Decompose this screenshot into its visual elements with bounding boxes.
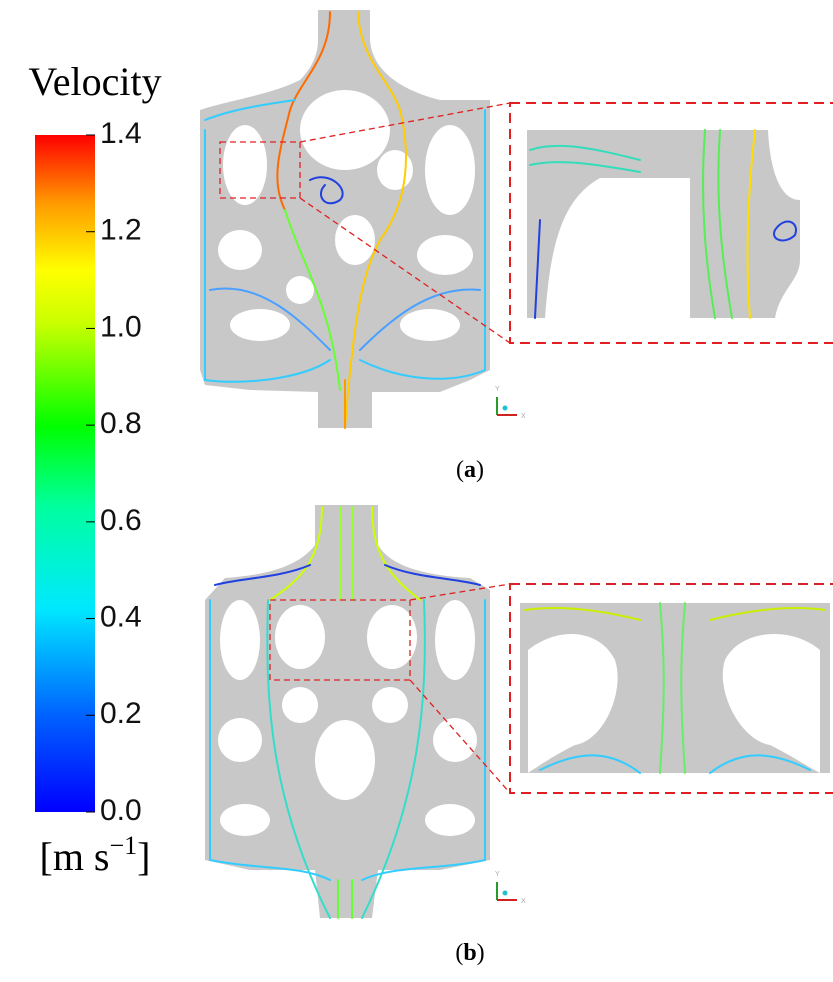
panel-a: YX (a) <box>200 10 833 483</box>
axis-label: Y <box>495 386 500 393</box>
hole <box>275 605 325 669</box>
hole <box>286 276 314 304</box>
tick-label: 1.4 <box>100 117 142 150</box>
hole <box>372 687 408 723</box>
colorbar <box>35 135 95 812</box>
hole <box>433 718 477 762</box>
unit-sup: −1 <box>110 831 138 860</box>
z-axis-dot <box>503 406 508 411</box>
tick-label: 1.2 <box>100 214 142 247</box>
unit-label: [m s−1] <box>40 831 151 879</box>
hole <box>435 600 475 680</box>
hole <box>400 309 460 341</box>
tick-label: 0.4 <box>100 600 142 633</box>
paren: ( <box>455 940 463 966</box>
hole <box>377 150 413 190</box>
tick-label: 0.8 <box>100 407 142 440</box>
tick-label: 0.6 <box>100 504 142 537</box>
tick-label: 0.0 <box>100 794 142 827</box>
hole <box>218 230 262 270</box>
colorbar-title: Velocity <box>28 59 161 104</box>
paren: ) <box>476 457 484 483</box>
z-axis-dot <box>503 891 508 896</box>
paren: ( <box>456 457 464 483</box>
hole <box>300 90 390 170</box>
hole <box>220 600 260 680</box>
hole <box>220 804 270 836</box>
tick-label: 1.0 <box>100 310 142 343</box>
axis-label: X <box>521 898 526 905</box>
hole <box>218 718 262 762</box>
axis-triad: YX <box>495 871 526 905</box>
axis-triad: YX <box>495 386 526 420</box>
tick-label: 0.2 <box>100 697 142 730</box>
hole <box>230 309 290 341</box>
paren: ) <box>477 940 485 966</box>
domain <box>205 505 490 918</box>
figure: Velocity 0.0 0.2 0.4 0.6 0.8 1.0 1.2 1.4 [m s−1… <box>0 0 833 982</box>
panel-label: (a) <box>456 457 484 483</box>
hole <box>315 720 375 800</box>
hole <box>425 804 475 836</box>
panel-b: YX (b) <box>205 505 833 966</box>
hole <box>417 235 473 275</box>
hole <box>282 687 318 723</box>
unit-base: [m s <box>40 834 110 879</box>
panel-letter: b <box>463 940 476 966</box>
axis-label: X <box>521 413 526 420</box>
unit-close: ] <box>137 834 150 879</box>
hole <box>223 125 267 205</box>
axis-label: Y <box>495 871 500 878</box>
hole <box>335 215 375 265</box>
panel-label: (b) <box>455 940 484 966</box>
panel-letter: a <box>464 457 476 483</box>
hole <box>425 125 475 215</box>
